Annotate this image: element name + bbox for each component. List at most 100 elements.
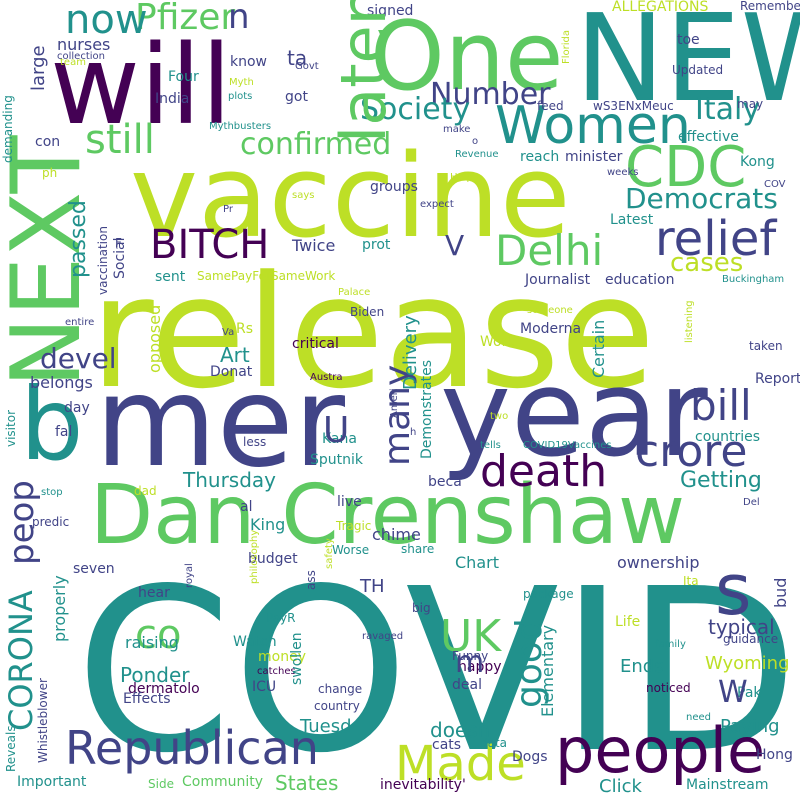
word-cats: cats [432,737,462,753]
word-vaccination: vaccination [96,226,110,295]
word-revenue: Revenue [455,149,499,160]
word-italy: Italy [695,92,761,127]
word-made: Made [395,736,526,792]
word-al: al [240,499,253,515]
word-biden: Biden [350,305,385,319]
word-corona: CORONA [2,590,40,731]
word-money: money [258,649,306,665]
word-beca: beca [428,474,462,490]
word-now: now [65,0,148,43]
word-dad: dad [134,484,157,498]
word-tells: tells [480,440,501,451]
word-social: Social [112,237,128,279]
word-hear: hear [138,585,170,601]
word-feed: feed [537,99,564,113]
word-cdc: CDC [625,135,747,200]
word-guidance: guidance [723,632,779,646]
word-ph: ph [42,166,58,180]
word-tragic: Tragic [336,519,372,533]
word-certain: Certain [589,319,608,378]
word-deal: deal [452,677,482,693]
word-buckingham: Buckingham [722,274,785,285]
word-bud: bud [771,577,790,608]
word-peop: peop [2,480,42,565]
word-live: live [337,494,362,510]
word-journalist: Journalist [525,272,591,288]
word-covid: COVID [75,541,799,800]
word-ita: Ita [683,574,699,588]
word-fal: fal [55,424,73,440]
word-crore: crore [635,426,748,477]
word-raising: raising [125,633,179,652]
word-reach: reach [520,149,560,165]
word-minister: minister [565,149,623,165]
word-samepayforsamework: SamePayForSameWork [197,269,336,283]
word-u: U [323,410,350,451]
word-devel: devel [40,342,117,375]
word-country: country [314,699,360,713]
word-mainstream: Mainstream [686,777,769,793]
word-later: later [327,0,400,143]
word-dogs: Dogs [512,749,548,765]
word-allegations: ALLEGATIONS [612,0,709,15]
word-visitor: visitor [4,409,18,447]
word-budget: budget [248,551,298,567]
word-women: Women [495,96,691,156]
word-number: Number [430,77,551,112]
word-critical: critical [292,336,339,352]
word-mer: mer [95,350,346,495]
word-someone: someone [527,305,573,316]
word-getting: Getting [680,468,762,493]
word-delivery: Delivery [400,315,421,390]
word-catches: catches [257,666,296,677]
word-ponder: Ponder [120,663,190,687]
word-mythbusters: Mythbusters [209,121,272,132]
word-share: share [401,542,435,556]
word-chart: Chart [455,553,499,572]
word-death: death [480,446,608,497]
word-reveals: Reveals [4,725,18,772]
word-rs: Rs [236,321,254,337]
word-people: people [555,714,766,787]
word-family: family [655,639,686,650]
word-toe: toe [677,32,700,48]
word-palace: Palace [338,287,371,298]
word-day: day [64,400,90,416]
word-side: Side [148,777,174,791]
word-two: two [490,411,509,422]
word-seven: seven [73,561,115,577]
word-india: India [155,91,190,107]
word-king: King [250,515,286,534]
word-austra: Austra [310,372,343,383]
word-ends: Ends [620,656,664,677]
word-cov: COV [764,179,786,190]
word-ass: ass [304,570,318,590]
word-safety: safety [324,538,335,569]
word-chime: chime [372,525,421,544]
word-paying: Paying [720,716,780,737]
word-plots: plots [228,91,253,102]
word-happy: happy [458,659,502,675]
word-delhi: Delhi [495,226,604,275]
word-release: release [90,242,656,423]
word-taken: taken [749,339,783,353]
word-know: know [230,54,267,70]
word-report: Report [755,371,800,387]
word-four: Four [168,69,199,85]
word-relief: relief [655,211,777,267]
word-stop: stop [41,487,63,498]
word-whistleblower: Whistleblower [36,678,50,763]
word-f: F [115,236,122,250]
word-hong: Hong [756,747,793,763]
word-elementary: Elementary [538,624,557,717]
word-work: Work [480,334,516,350]
word-listening: listening [684,300,695,343]
word-n: n [228,0,250,37]
word-dermatolo: dermatolo [128,681,200,697]
word-philosophy: philosophy [249,529,260,584]
word-icu: ICU [252,679,277,695]
word-con: con [35,134,61,150]
word-democrats: Democrats [625,182,778,215]
word-still: still [85,117,155,163]
word-passed: passed [66,200,91,278]
